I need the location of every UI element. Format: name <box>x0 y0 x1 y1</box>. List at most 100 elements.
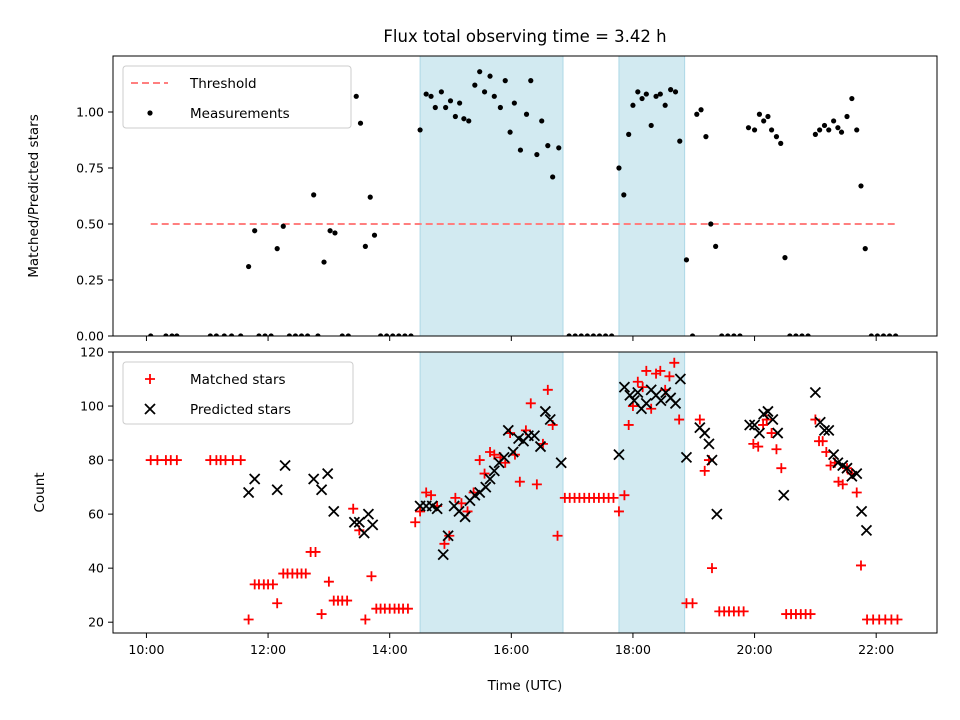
measurements-point <box>207 333 213 336</box>
measurements-point <box>371 232 378 238</box>
measurements-point <box>148 333 154 336</box>
matched-stars-legend-label: Matched stars <box>190 372 286 388</box>
matched-stars-marker <box>674 414 685 425</box>
measurements-point <box>893 333 899 336</box>
matched-stars-marker <box>706 563 717 574</box>
legend-box <box>122 361 354 425</box>
measurements-point <box>447 98 454 104</box>
measurements-point <box>708 221 714 227</box>
matched-stars-marker <box>243 614 254 625</box>
measurements-point <box>635 89 641 95</box>
chart-title: Flux total observing time = 3.42 h <box>383 27 666 46</box>
measurements-point <box>321 259 327 265</box>
y-tick-label: 0.25 <box>76 273 104 288</box>
measurements-point <box>507 129 513 135</box>
matched-stars-marker <box>655 365 666 376</box>
measurements-point <box>528 78 534 84</box>
predicted-stars-marker <box>484 473 496 485</box>
shaded-interval-0 <box>419 352 564 633</box>
measurements-point <box>452 113 458 120</box>
predicted-stars-marker <box>488 465 500 477</box>
x-tick-label: 18:00 <box>615 642 651 657</box>
predicted-stars-marker <box>841 462 853 474</box>
measurements-point <box>835 125 841 131</box>
measurements-point <box>472 82 478 88</box>
matched-stars-marker <box>235 455 246 466</box>
predicted-stars-marker <box>367 519 379 531</box>
y-tick-label: 0.00 <box>76 329 104 344</box>
measurements-point <box>672 89 679 95</box>
x-tick-label: 14:00 <box>372 642 408 657</box>
predicted-stars-marker <box>674 373 687 385</box>
matched-stars-marker <box>525 398 536 409</box>
measurements-point <box>844 113 850 120</box>
legend: Matched stars Predicted stars <box>122 361 354 425</box>
measurements-point <box>550 174 556 180</box>
plot-area <box>145 352 903 633</box>
measurements-point <box>826 127 832 133</box>
matched-stars-marker <box>474 455 485 466</box>
matched-stars-marker <box>323 576 334 587</box>
matched-stars-marker <box>664 371 675 382</box>
measurements-point <box>821 122 828 129</box>
measurements-point <box>163 333 169 336</box>
measurements-point <box>616 165 622 171</box>
y-tick-label: 60 <box>88 507 104 522</box>
measurements-point <box>838 129 845 135</box>
measurements-point <box>477 69 483 75</box>
predicted-stars-marker <box>271 484 283 496</box>
measurements-point <box>377 333 384 336</box>
measurements-point <box>268 333 274 336</box>
measurements-point <box>311 192 317 198</box>
top-panel-ratio: 0.00 0.25 0.50 0.75 1.00 Matched/Predicted st… <box>26 55 938 344</box>
matched-stars-marker <box>542 384 553 395</box>
measurements-point <box>417 127 423 133</box>
matched-stars-marker <box>687 598 698 609</box>
plot-area <box>148 56 899 336</box>
matched-stars-marker <box>152 455 163 466</box>
measurements-point <box>174 333 180 336</box>
predicted-stars-marker <box>437 549 449 561</box>
measurements-point <box>353 93 359 99</box>
x-axis-label: Time (UTC) <box>487 678 563 694</box>
predicted-stars-marker <box>480 481 492 493</box>
y-tick-label: 120 <box>80 345 104 360</box>
matched-stars-marker <box>360 614 371 625</box>
matched-stars-marker <box>766 428 777 439</box>
measurements-point <box>238 333 244 336</box>
matched-stars-marker <box>623 419 634 430</box>
measurements-point <box>765 113 771 120</box>
predicted-stars-marker <box>699 427 711 439</box>
matched-stars-marker <box>646 403 657 414</box>
legend: Threshold Measurements <box>122 65 352 129</box>
predicted-stars-marker <box>767 413 779 426</box>
measurements-point <box>491 93 497 99</box>
measurements-point <box>849 95 855 102</box>
measurements-point <box>590 333 597 336</box>
measurements-point <box>768 127 775 133</box>
predicted-stars-marker <box>613 449 625 461</box>
measurements-point <box>609 333 615 336</box>
measurements-point <box>596 333 603 336</box>
x-tick-label: 22:00 <box>858 642 894 657</box>
measurements-point <box>402 333 408 336</box>
matched-stars-marker <box>479 468 490 479</box>
predicted-stars-marker <box>502 424 514 436</box>
matched-stars-marker <box>552 530 563 541</box>
matched-stars-marker <box>669 357 680 368</box>
measurements-point <box>778 140 784 146</box>
axes-frame <box>112 55 938 337</box>
measurements-point <box>626 131 632 137</box>
matched-stars-marker <box>310 546 321 557</box>
measurements-point <box>502 78 508 84</box>
measurements-point <box>782 255 788 261</box>
matched-stars-marker <box>402 603 413 614</box>
measurements-point <box>511 100 517 106</box>
predicted-stars-marker <box>539 405 552 418</box>
measurements-point <box>572 333 578 336</box>
predicted-stars-marker <box>362 508 375 520</box>
matched-stars-marker <box>426 490 437 501</box>
predicted-stars-marker <box>655 394 667 407</box>
measurements-point <box>602 333 609 336</box>
matched-stars-marker <box>699 465 710 476</box>
